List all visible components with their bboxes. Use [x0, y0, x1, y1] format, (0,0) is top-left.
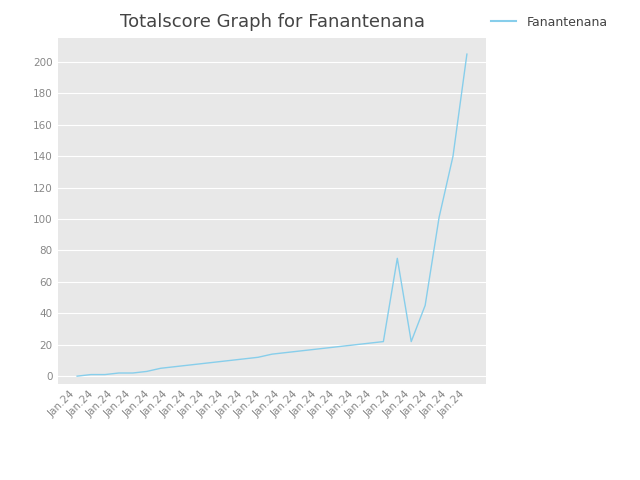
Fanantenana	[73, 373, 81, 379]
Fanantenana	[380, 339, 387, 345]
Fanantenana	[338, 343, 346, 349]
Line: Fanantenana: Fanantenana	[77, 54, 467, 376]
Fanantenana	[129, 370, 136, 376]
Fanantenana	[421, 302, 429, 308]
Fanantenana	[87, 372, 95, 377]
Fanantenana	[394, 255, 401, 261]
Fanantenana	[449, 153, 457, 159]
Fanantenana	[254, 354, 262, 360]
Fanantenana	[463, 51, 471, 57]
Fanantenana	[115, 370, 123, 376]
Fanantenana	[157, 365, 164, 371]
Fanantenana	[171, 364, 179, 370]
Fanantenana	[310, 347, 317, 352]
Fanantenana	[435, 215, 443, 220]
Legend: Fanantenana: Fanantenana	[486, 11, 612, 34]
Fanantenana	[143, 369, 150, 374]
Fanantenana	[296, 348, 304, 354]
Fanantenana	[365, 340, 373, 346]
Title: Totalscore Graph for Fanantenana: Totalscore Graph for Fanantenana	[120, 13, 424, 31]
Fanantenana	[282, 350, 290, 356]
Fanantenana	[352, 342, 360, 348]
Fanantenana	[408, 339, 415, 345]
Fanantenana	[227, 358, 234, 363]
Fanantenana	[212, 359, 220, 365]
Fanantenana	[268, 351, 276, 357]
Fanantenana	[198, 360, 206, 366]
Fanantenana	[184, 362, 192, 368]
Fanantenana	[240, 356, 248, 362]
Fanantenana	[101, 372, 109, 377]
Fanantenana	[324, 345, 332, 351]
